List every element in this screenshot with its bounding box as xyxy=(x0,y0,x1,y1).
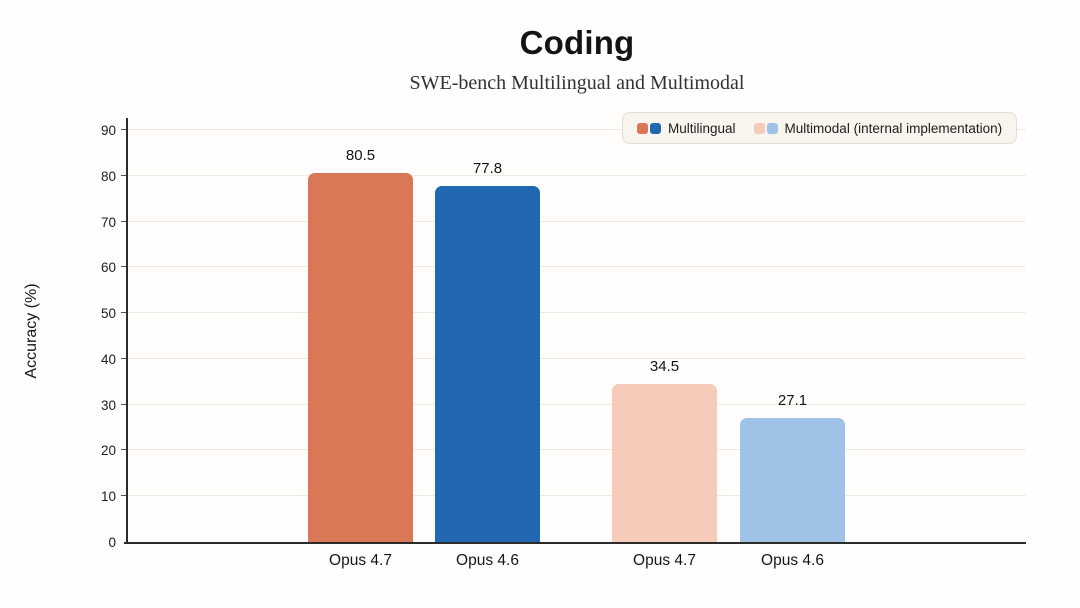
gridline-10 xyxy=(128,495,1026,497)
x-tick-label: Opus 4.7 xyxy=(329,552,392,569)
legend-item: Multimodal (internal implementation) xyxy=(753,120,1003,136)
gridline-20 xyxy=(128,449,1026,451)
legend-swatch-icon xyxy=(753,122,765,134)
bar-multilingual-opus-4.7 xyxy=(308,173,413,542)
gridline-30 xyxy=(128,403,1026,405)
y-axis-line xyxy=(126,118,128,542)
y-tick-mark-70 xyxy=(121,220,126,222)
gridline-70 xyxy=(128,220,1026,222)
y-tick-label-10: 10 xyxy=(100,489,116,505)
gridline-60 xyxy=(128,266,1026,268)
y-tick-label-40: 40 xyxy=(100,351,116,367)
bar-value-label: 80.5 xyxy=(345,147,376,165)
gridline-80 xyxy=(128,174,1026,176)
bar-multimodal-opus-4.6 xyxy=(740,417,845,542)
y-tick-label-80: 80 xyxy=(100,168,116,184)
legend-swatches xyxy=(637,122,661,134)
y-tick-label-30: 30 xyxy=(100,397,116,413)
y-tick-mark-80 xyxy=(121,174,126,176)
legend-swatch-icon xyxy=(637,122,648,134)
y-tick-label-70: 70 xyxy=(100,214,116,230)
legend-swatch-icon xyxy=(766,122,778,134)
y-tick-mark-50 xyxy=(121,312,126,314)
gridline-40 xyxy=(128,357,1026,359)
y-tick-mark-40 xyxy=(121,357,126,359)
bar-multimodal-opus-4.7 xyxy=(612,384,717,542)
y-tick-mark-30 xyxy=(121,403,126,405)
y-tick-mark-90 xyxy=(121,128,126,130)
plot-area: 0 10 20 30 40 50 60 70 80 90 80.5 Opus 4.7 77.8 Opus … xyxy=(101,118,1026,569)
x-axis-line xyxy=(124,541,1026,544)
legend-swatch-icon xyxy=(650,122,661,134)
y-axis-title: Accuracy (%) xyxy=(23,283,40,379)
bar-value-label: 77.8 xyxy=(472,159,503,177)
bar-value-label: 27.1 xyxy=(777,391,808,409)
x-tick-label: Opus 4.7 xyxy=(633,552,696,569)
x-tick-label: Opus 4.6 xyxy=(456,552,519,569)
chart-title: Coding xyxy=(519,24,635,61)
y-tick-label-20: 20 xyxy=(100,443,116,459)
y-tick-label-50: 50 xyxy=(100,306,116,322)
y-tick-label-0: 0 xyxy=(108,535,116,550)
legend-label: Multimodal (internal implementation) xyxy=(784,120,1003,136)
y-tick-mark-10 xyxy=(121,495,126,497)
legend-swatches xyxy=(753,122,778,134)
gridline-50 xyxy=(128,312,1026,314)
bar-multilingual-opus-4.6 xyxy=(435,185,540,542)
gridline-90 xyxy=(128,128,1026,130)
y-tick-label-90: 90 xyxy=(100,122,116,138)
bar-value-label: 34.5 xyxy=(649,358,680,376)
chart-subtitle: SWE-bench Multilingual and Multimodal xyxy=(409,72,745,94)
y-tick-label-60: 60 xyxy=(100,260,116,276)
y-tick-mark-20 xyxy=(121,449,126,451)
legend: Multilingual Multimodal (internal impleme… xyxy=(622,112,1018,144)
legend-item: Multilingual xyxy=(637,121,736,136)
x-tick-label: Opus 4.6 xyxy=(761,552,824,569)
legend-label: Multilingual xyxy=(668,120,736,136)
y-tick-mark-60 xyxy=(121,266,126,268)
